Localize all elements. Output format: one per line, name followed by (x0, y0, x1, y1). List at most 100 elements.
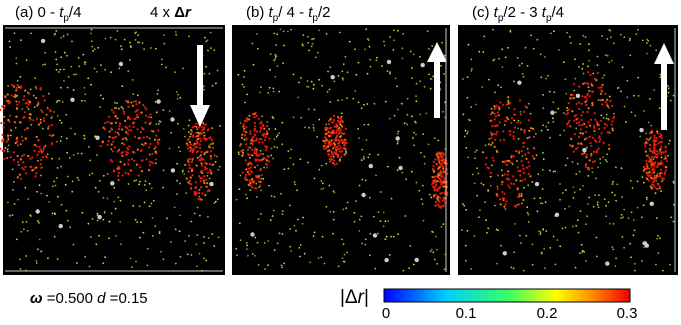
particle (663, 173, 666, 176)
tracer (554, 212, 560, 217)
particle (208, 137, 211, 140)
particle (332, 210, 335, 213)
particle (658, 237, 661, 240)
particle (108, 135, 111, 139)
particle (435, 183, 438, 186)
particle (667, 91, 670, 94)
particle (598, 127, 601, 131)
particle (346, 251, 349, 254)
particle (530, 34, 532, 37)
particle (301, 223, 304, 225)
particle (583, 122, 586, 125)
particle (536, 210, 539, 213)
particle (186, 147, 189, 150)
particle (589, 73, 592, 76)
particle (568, 36, 571, 38)
particle (434, 158, 437, 161)
particle (396, 85, 398, 88)
particle (195, 265, 198, 268)
particle (659, 133, 662, 136)
particle (143, 201, 146, 204)
particle (243, 86, 245, 88)
particle (503, 205, 506, 208)
particle (576, 117, 579, 120)
particle (244, 173, 247, 176)
particle (657, 183, 660, 186)
particle (490, 107, 493, 110)
particle (248, 146, 251, 149)
particle (292, 163, 295, 166)
particle (198, 175, 201, 178)
particle (654, 175, 657, 178)
particle (245, 143, 248, 146)
particle (582, 185, 584, 187)
particle (514, 205, 517, 208)
particle (203, 85, 205, 87)
particle (495, 228, 498, 231)
particle (606, 98, 609, 101)
particle (29, 113, 32, 116)
particle (660, 145, 663, 148)
particle (600, 86, 603, 89)
particle (659, 76, 662, 79)
particle (208, 72, 211, 75)
particle (527, 184, 530, 187)
particle (306, 85, 308, 88)
particle (336, 155, 339, 159)
particle (343, 140, 346, 143)
particle (364, 238, 367, 241)
particle (251, 137, 254, 140)
particle (300, 116, 303, 119)
particle (562, 112, 565, 115)
particle (340, 112, 343, 115)
particle (415, 121, 417, 124)
particle (465, 208, 467, 211)
particle (260, 178, 263, 180)
particle (544, 201, 547, 204)
particle (196, 150, 200, 153)
particle (245, 131, 248, 134)
particle (106, 143, 109, 146)
particle (598, 124, 601, 127)
particle (203, 131, 206, 134)
particle (411, 115, 413, 118)
particle (335, 136, 338, 139)
particle (144, 114, 147, 117)
particle (328, 135, 331, 138)
particle (52, 134, 55, 137)
particle (23, 115, 26, 119)
particle (205, 178, 208, 181)
particle (266, 166, 269, 169)
particle (328, 127, 331, 130)
tracer (398, 165, 403, 171)
particle (653, 144, 656, 147)
particle (184, 163, 187, 166)
particle (313, 108, 316, 111)
particle (45, 156, 49, 159)
particle (491, 164, 493, 167)
particle (363, 103, 365, 106)
particle (600, 89, 603, 92)
particle (331, 158, 334, 161)
particle (130, 46, 133, 49)
particle (11, 214, 14, 216)
particle (211, 146, 215, 150)
particle (333, 118, 336, 122)
particle (382, 225, 385, 228)
particle (177, 122, 179, 125)
particle (656, 237, 658, 240)
particle (648, 138, 651, 140)
particle (519, 99, 522, 102)
particle (569, 93, 573, 96)
particle (588, 49, 590, 52)
particle (248, 173, 251, 176)
particle (494, 124, 497, 128)
particle (33, 143, 36, 146)
particle (595, 177, 597, 180)
particle (7, 144, 10, 147)
particle (522, 269, 525, 272)
particle (596, 201, 599, 204)
particle (21, 166, 24, 170)
particle (148, 153, 151, 156)
particle (577, 121, 581, 124)
